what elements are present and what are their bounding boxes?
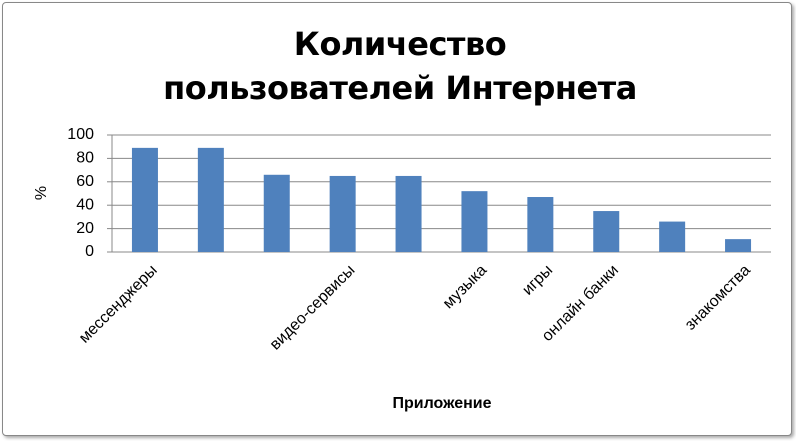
bar: [197, 147, 224, 252]
y-tick-label: 0: [85, 243, 94, 260]
x-tick-label: видео-сервисы: [267, 262, 359, 354]
bar: [593, 211, 620, 252]
bar: [659, 221, 686, 252]
chart-title: Количество пользователей Интернета: [163, 25, 637, 107]
bar: [461, 191, 488, 252]
y-tick-label: 60: [76, 173, 94, 190]
bar: [395, 175, 422, 252]
bar: [527, 197, 554, 252]
bar: [131, 147, 158, 252]
x-tick-label: игры: [519, 262, 556, 299]
bar: [263, 174, 290, 252]
x-tick-label: знакомства: [682, 262, 754, 334]
y-axis-label: %: [33, 186, 50, 200]
y-tick-label: 40: [76, 196, 94, 213]
x-axis-label: Приложение: [392, 395, 491, 412]
bar: [725, 239, 752, 252]
y-tick-label: 20: [76, 220, 94, 237]
x-tick-label: мессенджеры: [76, 262, 161, 347]
bar: [329, 175, 356, 252]
y-tick-label: 100: [67, 126, 94, 143]
y-tick-label: 80: [76, 150, 94, 167]
x-tick-label: музыка: [440, 262, 490, 312]
